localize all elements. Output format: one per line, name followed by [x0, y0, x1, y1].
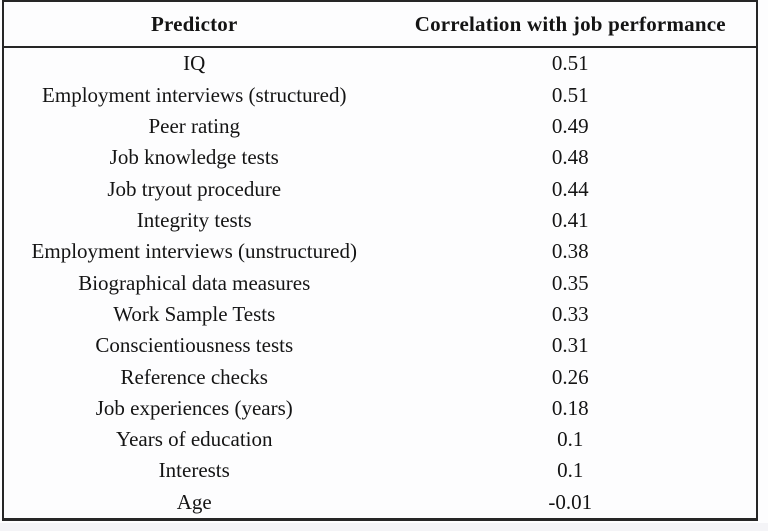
table-row: Job knowledge tests 0.48	[4, 142, 756, 173]
correlation-cell: 0.18	[551, 395, 589, 420]
table-row: Peer rating 0.49	[4, 111, 756, 142]
table-row: Biographical data measures 0.35	[4, 267, 756, 298]
correlation-cell: 0.49	[551, 114, 589, 139]
predictor-column-header: Predictor	[4, 2, 385, 48]
predictor-cell: Employment interviews (structured)	[42, 82, 347, 107]
correlation-cell: 0.1	[557, 458, 584, 483]
table-row: Job tryout procedure 0.44	[4, 174, 756, 205]
table-row: Age -0.01	[4, 487, 756, 518]
correlation-cell: 0.38	[551, 239, 589, 264]
header-row: Predictor Correlation with job performan…	[4, 2, 756, 48]
predictor-cell: Employment interviews (unstructured)	[31, 239, 357, 264]
table-row: IQ 0.51	[4, 47, 756, 80]
correlation-cell: 0.51	[551, 82, 589, 107]
predictor-cell: Interests	[158, 458, 230, 483]
table-row: Work Sample Tests 0.33	[4, 299, 756, 330]
predictor-cell: Integrity tests	[136, 207, 252, 232]
predictor-cell: Years of education	[116, 427, 273, 452]
predictor-cell: IQ	[183, 51, 206, 76]
correlation-cell: -0.01	[548, 489, 593, 514]
correlation-cell: 0.26	[551, 364, 589, 389]
table-row: Conscientiousness tests 0.31	[4, 330, 756, 361]
table-header: Predictor Correlation with job performan…	[4, 2, 756, 48]
table-row: Employment interviews (structured) 0.51	[4, 80, 756, 111]
predictor-cell: Biographical data measures	[78, 270, 311, 295]
correlation-cell: 0.31	[551, 333, 589, 358]
predictor-cell: Reference checks	[120, 364, 268, 389]
correlation-cell: 0.51	[551, 51, 589, 76]
table-row: Reference checks 0.26	[4, 361, 756, 392]
correlation-cell: 0.44	[551, 176, 589, 201]
predictor-validity-table: Predictor Correlation with job performan…	[2, 0, 758, 521]
correlation-cell: 0.48	[551, 145, 589, 170]
predictor-cell: Job knowledge tests	[109, 145, 279, 170]
correlation-cell: 0.1	[557, 427, 584, 452]
predictor-cell: Conscientiousness tests	[95, 333, 294, 358]
predictor-cell: Work Sample Tests	[113, 301, 276, 326]
predictor-cell: Job experiences (years)	[95, 395, 293, 420]
correlation-table: Predictor Correlation with job performan…	[4, 2, 756, 518]
correlation-cell: 0.35	[551, 270, 589, 295]
table-row: Integrity tests 0.41	[4, 205, 756, 236]
predictor-cell: Age	[176, 489, 212, 514]
table-row: Employment interviews (unstructured) 0.38	[4, 236, 756, 267]
bottom-edge-strip	[0, 523, 768, 531]
correlation-column-header: Correlation with job performance	[384, 2, 756, 48]
table-row: Interests 0.1	[4, 455, 756, 486]
predictor-cell: Job tryout procedure	[107, 176, 282, 201]
table-body: IQ 0.51 Employment interviews (structured)…	[4, 47, 756, 518]
table-row: Job experiences (years) 0.18	[4, 393, 756, 424]
correlation-cell: 0.41	[551, 207, 589, 232]
correlation-cell: 0.33	[551, 301, 589, 326]
table-row: Years of education 0.1	[4, 424, 756, 455]
predictor-cell: Peer rating	[148, 114, 241, 139]
